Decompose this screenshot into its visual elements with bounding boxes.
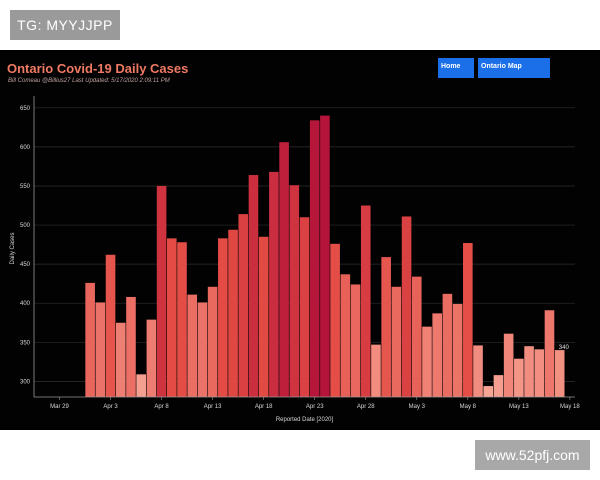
bar [422,326,432,397]
bar [534,349,545,397]
x-tick-label: Apr 13 [204,404,222,410]
y-tick-label: 350 [20,340,31,346]
axes [33,96,575,400]
bar [452,303,463,397]
bar [493,375,504,397]
watermark-bottom-right: www.52pfj.com [475,440,590,470]
bar [442,293,453,397]
bar [228,229,238,397]
dashboard-subtitle: Bill Comeau @Billius27 Last Updated: 5/1… [8,78,170,84]
bar [218,238,228,397]
y-tick-label: 400 [20,301,31,307]
bar [371,344,381,397]
bar [177,242,187,397]
bar [524,346,534,397]
bar [156,185,167,397]
bar [554,350,565,397]
bar-series [85,115,565,398]
bar [401,216,412,397]
bar [85,282,95,397]
data-label: 340 [559,345,570,351]
y-tick-label: 300 [20,379,31,385]
bar [432,313,443,397]
bar [258,236,269,397]
bar [473,345,483,397]
bar [391,286,402,397]
x-tick-label: May 8 [460,404,477,410]
y-axis-title: Daily Cases [10,232,16,264]
bar [330,243,340,397]
bar [411,276,422,397]
bar [126,296,136,397]
bar [299,217,310,397]
bar [514,358,524,397]
bar [105,254,116,397]
y-tick-label: 650 [20,106,31,112]
home-button[interactable]: Home [438,58,474,78]
bar [279,142,289,397]
bar [248,175,259,397]
x-tick-label: Apr 28 [357,404,375,410]
bar [187,294,198,397]
bar [360,205,371,397]
y-tick-label: 600 [20,145,31,151]
bar [166,238,177,397]
y-tick-label: 500 [20,223,31,229]
axis-labels: 300 350 400 450 500 550 600 650 340 Mar 29 Apr 3 Ap… [10,106,580,423]
x-tick-label: Apr 23 [306,404,324,410]
x-tick-label: Mar 29 [50,404,69,410]
bar [197,302,208,397]
bar [320,115,330,397]
bar [340,274,351,397]
bar [146,319,157,397]
bar [544,310,555,397]
x-axis-title: Reported Date [2020] [276,417,334,423]
bar [95,302,106,397]
x-tick-label: May 3 [409,404,426,410]
bar [269,171,279,397]
dashboard-panel: Ontario Covid-19 Daily Cases Bill Comeau… [0,50,600,430]
watermark-top-left: TG: MYYJJPP [10,10,120,40]
bar [483,386,494,397]
x-tick-label: Apr 18 [255,404,273,410]
bar [289,185,300,397]
bar [309,120,320,398]
bar [463,243,473,397]
x-tick-label: May 13 [509,404,529,410]
bar [503,333,514,397]
bar [136,374,146,397]
x-tick-label: Apr 8 [154,404,169,410]
bar [207,286,218,397]
daily-cases-bar-chart: 300 350 400 450 500 550 600 650 340 Mar 29 Apr 3 Ap… [10,96,580,423]
dashboard-title: Ontario Covid-19 Daily Cases [7,61,189,76]
x-tick-label: May 18 [560,404,580,410]
bar [115,322,126,397]
bar [381,257,391,397]
y-tick-label: 450 [20,262,31,268]
y-tick-label: 550 [20,184,31,190]
bar [350,284,361,397]
bar [238,214,249,397]
x-tick-label: Apr 3 [103,404,118,410]
ontario-map-button[interactable]: Ontario Map [478,58,550,78]
